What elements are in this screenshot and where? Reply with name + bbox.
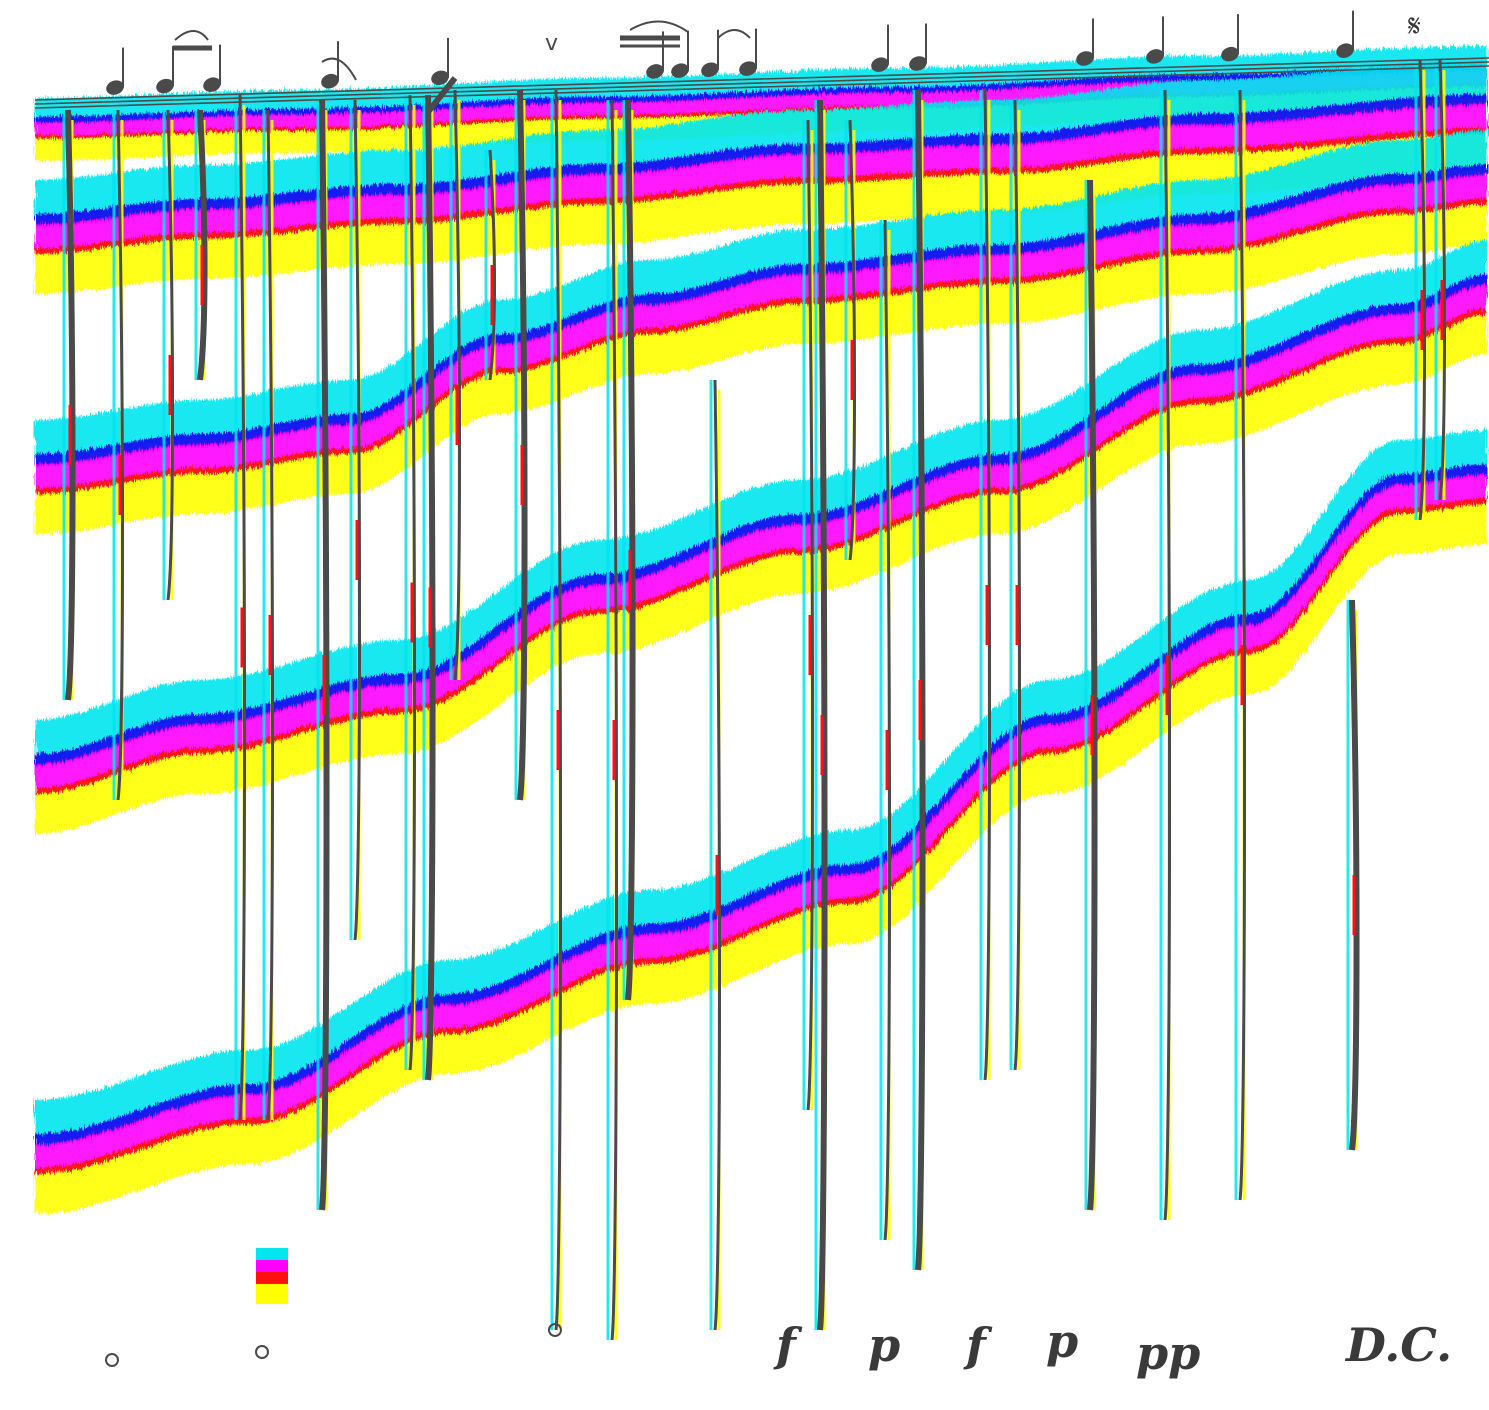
note-head (1221, 46, 1239, 62)
stem-streak (848, 119, 857, 561)
bass-note (105, 1353, 119, 1367)
smear-band-4-layer-2 (35, 474, 1487, 1170)
stem-streak (806, 119, 815, 1111)
slur (174, 30, 209, 41)
smear-band-4-layer-4 (35, 504, 1487, 1214)
stem-streak (610, 99, 619, 1341)
dynamic-piano-2: p (1046, 1314, 1079, 1368)
stem-streak (554, 89, 563, 1331)
smear-band-1-layer-2 (35, 104, 1487, 250)
note-head (1076, 51, 1094, 66)
smear-band-4-layer-0 (35, 430, 1487, 1138)
color-smear-bands (35, 46, 1487, 1214)
note-head (321, 73, 339, 89)
color-chip (256, 1260, 288, 1272)
stem-streak (1087, 179, 1098, 1211)
slur (717, 29, 751, 39)
stem-streak (488, 149, 497, 381)
smear-band-3-layer-3 (35, 308, 1487, 794)
dynamic-pianissimo: pp (1136, 1326, 1201, 1380)
smear-band-3-layer-2 (35, 284, 1487, 790)
note-head (671, 63, 689, 78)
stem-streak (408, 94, 417, 1071)
note-head (431, 70, 449, 86)
stem-streak (817, 99, 828, 1331)
note-head (646, 64, 664, 79)
color-chip (256, 1248, 288, 1260)
stem-streak (915, 89, 926, 1271)
stem-streak (319, 99, 330, 1211)
smear-band-0-layer-1 (35, 64, 1487, 124)
color-chip (256, 1284, 288, 1304)
smear-band-3-layer-4 (35, 314, 1487, 834)
note-head (1146, 49, 1164, 64)
stem-streak (425, 94, 436, 1081)
da-capo-marking: D.C. (1346, 1318, 1453, 1372)
stem-streak (65, 109, 76, 701)
stem-streak (517, 89, 528, 801)
smear-band-2-layer-2 (35, 174, 1487, 490)
note-head (156, 78, 174, 94)
staff-line (34, 61, 1489, 105)
smear-band-1-layer-4 (35, 134, 1487, 294)
note-head (909, 56, 927, 71)
stem-streak (197, 109, 208, 381)
bass-note (255, 1345, 269, 1359)
stem-streak (983, 89, 992, 1081)
stem-streak (1438, 59, 1447, 501)
smear-band-2-layer-4 (35, 204, 1487, 534)
stem-streak (713, 379, 722, 1331)
staff-line (34, 57, 1489, 101)
note-head (701, 62, 719, 78)
smear-band-1-layer-0 (35, 60, 1487, 218)
color-chip (256, 1272, 288, 1284)
note-head (106, 80, 124, 95)
smear-band-1-layer-1 (35, 94, 1487, 226)
dynamic-forte-1: f (776, 1318, 796, 1372)
stem-streak (1418, 59, 1427, 521)
stem-streaks (62, 59, 1447, 1341)
smear-band-3-layer-1 (35, 274, 1487, 766)
smear-band-2-layer-1 (35, 164, 1487, 466)
note-heads: v (105, 10, 1354, 1367)
note-head (871, 57, 889, 72)
slur (321, 57, 357, 81)
note-head (739, 61, 757, 76)
stem-streak (1238, 89, 1247, 1201)
stem-streak (353, 99, 362, 941)
stem-streak (1349, 599, 1360, 1151)
note-head (1336, 43, 1354, 58)
bow-mark: v (545, 31, 558, 56)
bass-note (548, 1323, 562, 1337)
staff-line (34, 65, 1489, 109)
note-beam (425, 76, 458, 114)
dynamic-piano-1: p (868, 1318, 901, 1372)
top-staff-lines (34, 57, 1489, 109)
stem-streak (625, 99, 636, 1001)
note-head (203, 77, 221, 92)
stem-streak (166, 109, 175, 601)
stem-streak (453, 89, 462, 681)
slur (629, 20, 689, 33)
stem-streak (1013, 99, 1022, 1071)
dynamic-forte-2: f (966, 1318, 986, 1372)
smear-band-3-layer-0 (35, 240, 1487, 758)
stem-streak (238, 94, 247, 1121)
segno-sign: 𝄋 (1408, 9, 1421, 44)
stem-streak (883, 219, 892, 1241)
smear-band-1-layer-3 (35, 128, 1487, 254)
stem-streak (116, 109, 125, 801)
stem-streak (1163, 89, 1172, 1221)
stem-streak (266, 109, 275, 1121)
smear-band-2-layer-0 (35, 130, 1487, 458)
